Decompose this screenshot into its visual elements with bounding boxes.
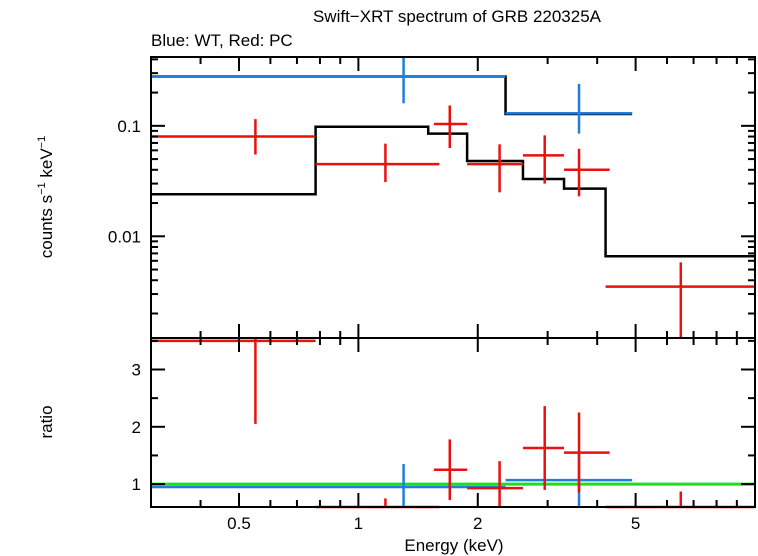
pc-point-5 [522, 406, 565, 490]
spectrum-axes: 0.01 0.1 [108, 57, 756, 338]
model_pc-line [151, 125, 755, 258]
x-axis-label: Energy (keV) [404, 536, 503, 555]
spectrum-y-axis-label: counts s−1 keV−1 [36, 136, 56, 258]
ylabel-exp1: −1 [36, 182, 48, 195]
x-tick-label: 0.5 [227, 514, 251, 533]
model_wt-line [151, 75, 633, 116]
pc-point-1 [151, 338, 316, 424]
wt-point-2 [505, 83, 633, 134]
x-tick-label: 5 [631, 514, 640, 533]
ratio-series [151, 338, 755, 509]
ratio-frame [150, 337, 756, 508]
pc-point-7 [605, 491, 755, 509]
pc-point-7 [605, 262, 755, 338]
wt-point-1 [151, 57, 506, 104]
ratio-y-tick-label: 1 [132, 475, 141, 494]
pc-point-6 [564, 412, 610, 493]
spectrum-panel: 0.010.1 counts s−1 keV−1 [36, 56, 756, 339]
wt-point-1 [151, 464, 506, 507]
x-tick-label: 2 [473, 514, 482, 533]
chart-title: Swift−XRT spectrum of GRB 220325A [313, 7, 602, 26]
pc-point-6 [564, 148, 610, 197]
spectrum-y-tick-label: 0.1 [117, 117, 141, 136]
pc-point-2 [315, 498, 440, 509]
pc-point-3 [433, 105, 468, 149]
x-tick-label: 1 [354, 514, 363, 533]
pc-point-3 [433, 439, 468, 501]
pc-point-2 [315, 143, 440, 183]
ylabel-base: counts s [37, 195, 56, 258]
spectrum-frame [150, 56, 756, 339]
chart-subtitle: Blue: WT, Red: PC [151, 31, 293, 50]
ratio-y-tick-label: 2 [132, 418, 141, 437]
ylabel-exp2: −1 [36, 136, 48, 149]
pc-point-4 [467, 461, 523, 507]
wt-point-2 [505, 452, 633, 507]
ratio-panel: 1 2 3 0.5 1 2 5 ratio Energy (keV) [37, 337, 756, 555]
spectrum-y-tick-label: 0.01 [108, 227, 141, 246]
ratio-y-axis-label: ratio [37, 405, 56, 438]
pc-point-4 [467, 144, 523, 193]
ylabel-mid: keV [37, 148, 56, 183]
ratio-y-tick-label: 3 [132, 361, 141, 380]
pc-point-5 [522, 135, 565, 184]
spectrum-series [151, 57, 755, 338]
ratio-axes: 1 2 3 0.5 1 2 5 [132, 338, 756, 533]
pc-point-1 [151, 119, 316, 155]
